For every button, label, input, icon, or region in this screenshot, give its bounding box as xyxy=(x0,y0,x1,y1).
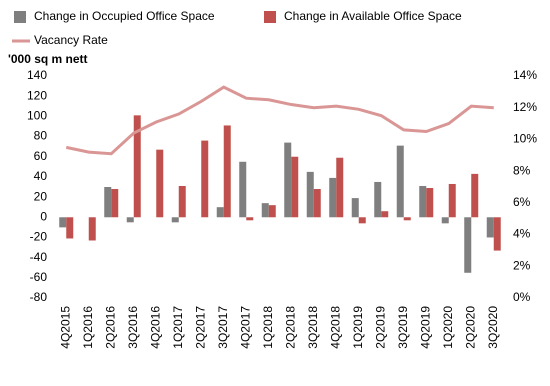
bar xyxy=(111,189,119,218)
bar xyxy=(239,161,247,218)
y-tick-label: -40 xyxy=(30,250,48,264)
bar xyxy=(336,157,344,218)
bar xyxy=(261,203,269,218)
bar xyxy=(493,217,501,251)
bar xyxy=(306,171,314,218)
x-tick-label: 4Q2018 xyxy=(328,306,342,349)
y-tick-label: 40 xyxy=(34,169,48,183)
bar xyxy=(178,185,186,218)
y2-tick-label: 4% xyxy=(513,227,531,241)
x-tick-label: 3Q2018 xyxy=(306,306,320,349)
x-tick-label: 3Q2019 xyxy=(396,306,410,349)
x-tick-label: 1Q2020 xyxy=(441,306,455,349)
y-tick-label: -80 xyxy=(30,290,48,304)
bar xyxy=(201,140,209,218)
legend-swatch xyxy=(14,11,26,23)
bar xyxy=(104,187,112,218)
bar xyxy=(223,125,231,218)
y-tick-label: 80 xyxy=(34,129,48,143)
bar xyxy=(284,142,292,218)
bar xyxy=(126,217,134,223)
x-tick-label: 3Q2016 xyxy=(126,306,140,349)
bar xyxy=(486,217,494,238)
y-tick-label: 20 xyxy=(34,189,48,203)
y2-tick-label: 8% xyxy=(513,163,531,177)
y2-tick-label: 6% xyxy=(513,195,531,209)
bar xyxy=(329,177,337,218)
y-tick-label: 0 xyxy=(40,209,47,223)
bar xyxy=(216,207,224,218)
y2-tick-label: 0% xyxy=(513,290,531,304)
bar xyxy=(381,211,389,218)
bar xyxy=(313,189,321,218)
x-tick-label: 1Q2019 xyxy=(351,306,365,349)
bar xyxy=(448,183,456,218)
bar xyxy=(133,115,141,218)
x-tick-label: 4Q2019 xyxy=(418,306,432,349)
y-tick-label: 140 xyxy=(27,68,47,82)
bar xyxy=(171,217,179,223)
y2-tick-label: 14% xyxy=(513,68,537,82)
bar xyxy=(396,145,404,218)
bar xyxy=(59,217,67,228)
x-tick-label: 2Q2017 xyxy=(193,306,207,349)
bar xyxy=(419,185,427,218)
y-tick-label: 120 xyxy=(27,88,47,102)
x-tick-label: 3Q2017 xyxy=(216,306,230,349)
legend-label: Vacancy Rate xyxy=(34,33,108,47)
x-tick-label: 2Q2018 xyxy=(283,306,297,349)
bar xyxy=(246,217,254,221)
bar xyxy=(374,181,382,218)
x-tick-label: 2Q2016 xyxy=(103,306,117,349)
x-tick-label: 2Q2020 xyxy=(463,306,477,349)
bar xyxy=(441,217,449,224)
x-tick-label: 4Q2015 xyxy=(58,306,72,349)
legend-swatch xyxy=(264,11,276,23)
bar xyxy=(351,198,359,218)
y-tick-label: -20 xyxy=(30,230,48,244)
x-tick-label: 4Q2016 xyxy=(148,306,162,349)
bar xyxy=(358,217,366,224)
y2-tick-label: 10% xyxy=(513,132,537,146)
x-tick-label: 4Q2017 xyxy=(238,306,252,349)
y-tick-label: -60 xyxy=(30,270,48,284)
line xyxy=(65,85,494,156)
x-tick-label: 1Q2018 xyxy=(261,306,275,349)
bar xyxy=(471,173,479,218)
bar xyxy=(156,149,164,218)
x-tick-label: 2Q2019 xyxy=(373,306,387,349)
y2-tick-label: 2% xyxy=(513,258,531,272)
bar xyxy=(66,217,74,239)
x-tick-label: 3Q2020 xyxy=(486,306,500,349)
bar xyxy=(426,188,434,218)
x-tick-label: 1Q2016 xyxy=(81,306,95,349)
bar xyxy=(291,156,299,218)
y-tick-label: 100 xyxy=(27,109,47,123)
y-axis-label: '000 sq m nett xyxy=(8,52,88,66)
bar xyxy=(268,205,276,218)
legend-label: Change in Occupied Office Space xyxy=(34,9,215,23)
legend-label: Change in Available Office Space xyxy=(284,9,462,23)
x-tick-label: 1Q2017 xyxy=(171,306,185,349)
bar xyxy=(464,217,472,273)
bar xyxy=(403,217,411,221)
y2-tick-label: 12% xyxy=(513,100,537,114)
y-tick-label: 60 xyxy=(34,149,48,163)
bar xyxy=(88,217,96,241)
